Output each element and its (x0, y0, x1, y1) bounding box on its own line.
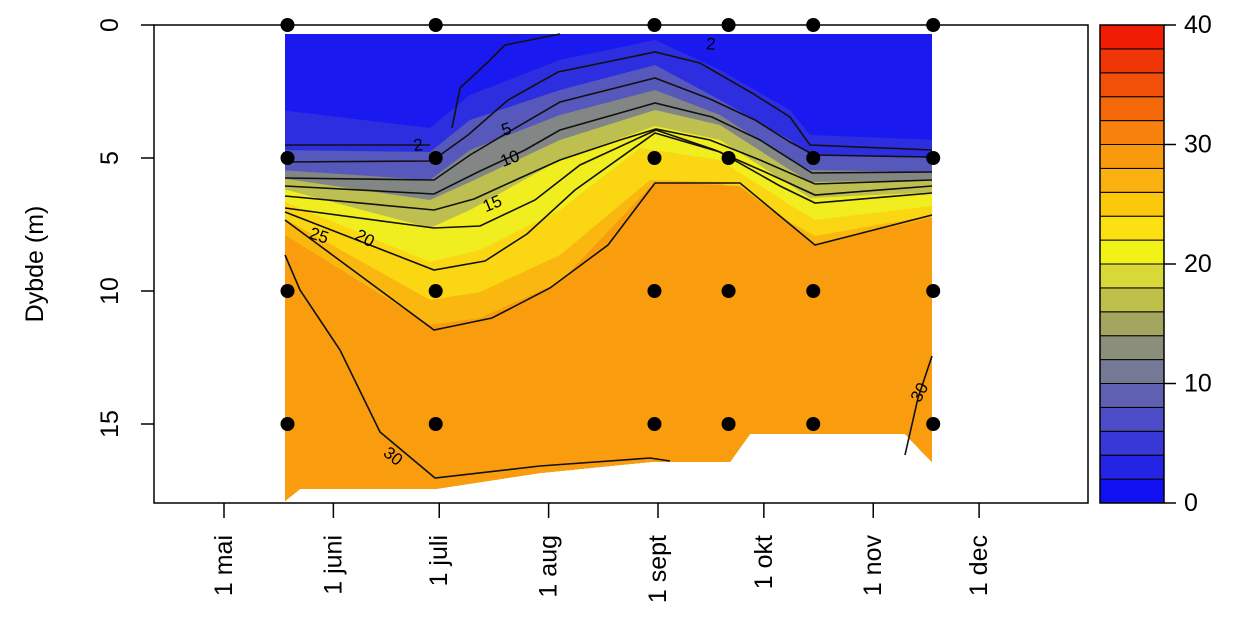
colorbar-swatch (1099, 478, 1165, 504)
sample-point (647, 284, 662, 298)
contour-field (285, 34, 932, 501)
sample-point (428, 284, 443, 298)
x-tick-label: 1 juli (425, 535, 453, 586)
x-tick-label: 1 nov (859, 535, 887, 597)
sample-point (806, 284, 821, 298)
x-tick-label: 1 mai (210, 535, 238, 596)
colorbar-tick-label: 10 (1184, 370, 1212, 398)
sample-point (280, 284, 295, 298)
contour-lines (284, 33, 933, 479)
colorbar-swatch (1099, 72, 1165, 98)
x-tick-label: 1 aug (535, 535, 563, 598)
colorbar-tick-label: 0 (1184, 489, 1198, 517)
colorbar-swatch (1099, 167, 1165, 193)
colorbar-swatch (1099, 144, 1165, 169)
sample-point (926, 284, 941, 298)
contour-band (285, 182, 932, 501)
sample-point (647, 151, 662, 165)
contour-line (284, 102, 933, 195)
colorbar-swatch (1099, 120, 1165, 145)
sample-point (647, 417, 662, 431)
contour-line (284, 77, 933, 181)
y-axis-label: Dybde (m) (21, 206, 49, 323)
plot-frame (153, 24, 1089, 504)
sample-point (806, 151, 821, 165)
contour-line (451, 33, 561, 129)
contour-line (284, 129, 933, 229)
x-axis: 1 mai 1 juni 1 juli 1 aug 1 sept 1 okt 1 nov 1 … (210, 503, 993, 603)
sample-point (806, 417, 821, 431)
sample-point (721, 151, 736, 165)
sample-point (926, 151, 941, 165)
colorbar-swatch (1099, 239, 1165, 265)
contour-label: 2 (706, 34, 717, 54)
colorbar-tick-label: 40 (1184, 11, 1212, 39)
colorbar-swatch (1099, 191, 1165, 217)
colorbar: 0 10 20 30 40 (1099, 11, 1212, 517)
x-tick-label: 1 juni (319, 535, 347, 595)
colorbar-swatch (1099, 311, 1165, 337)
contour-line (284, 182, 933, 331)
colorbar-swatch (1099, 263, 1165, 289)
colorbar-swatch (1099, 96, 1165, 122)
colorbar-swatch (1099, 406, 1165, 432)
contour-line (284, 254, 671, 479)
sample-point (280, 417, 295, 431)
y-tick-label: 5 (96, 151, 124, 165)
colorbar-swatch (1099, 359, 1165, 385)
contour-label: 2 (412, 135, 423, 155)
colorbar-swatch (1099, 215, 1165, 241)
sample-point (428, 417, 443, 431)
y-tick-label: 15 (96, 410, 124, 438)
contour-line (284, 51, 933, 163)
x-tick-label: 1 sept (644, 535, 672, 603)
colorbar-swatch (1099, 335, 1165, 361)
colorbar-swatch (1099, 24, 1165, 50)
contour-line (904, 355, 933, 456)
sample-point (721, 284, 736, 298)
sample-point (926, 417, 941, 431)
contour-line (284, 132, 933, 271)
colorbar-swatch (1099, 430, 1165, 456)
sample-point (428, 151, 443, 165)
colorbar-swatch (1099, 383, 1165, 408)
colorbar-tick-label: 20 (1184, 250, 1212, 278)
sample-point (721, 417, 736, 431)
x-tick-label: 1 dec (965, 535, 993, 596)
x-tick-label: 1 okt (750, 535, 778, 589)
colorbar-swatch (1099, 48, 1165, 74)
contour-bands (285, 34, 932, 501)
y-tick-label: 0 (96, 18, 124, 32)
colorbar-tick-label: 30 (1184, 131, 1212, 159)
colorbar-swatch (1099, 287, 1165, 313)
y-tick-label: 10 (96, 277, 124, 305)
sample-point (280, 151, 295, 165)
contour-line (284, 128, 933, 211)
y-axis: 0 5 10 15 (96, 18, 154, 438)
contour-label: 25 (307, 224, 331, 248)
colorbar-swatch (1099, 454, 1165, 480)
